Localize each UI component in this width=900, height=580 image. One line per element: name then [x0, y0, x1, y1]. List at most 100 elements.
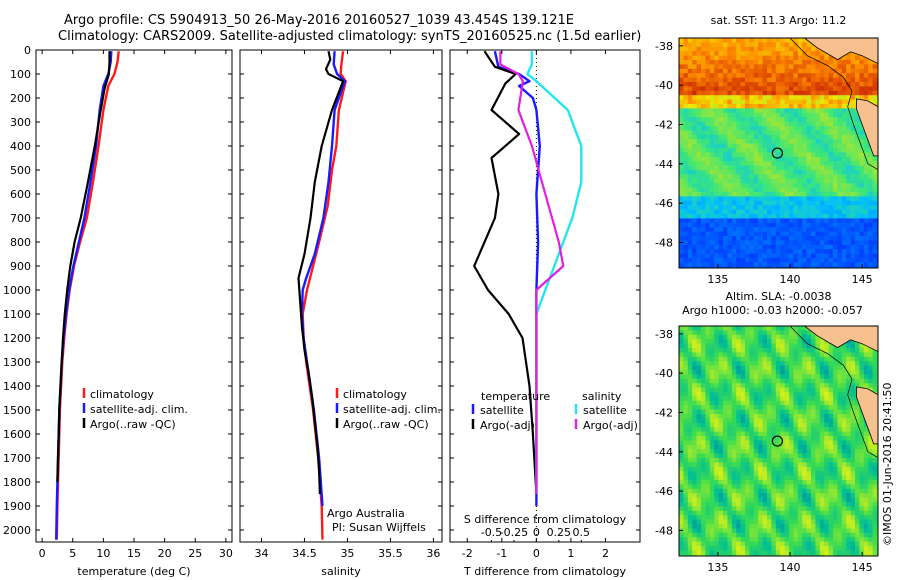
map-cell	[736, 458, 741, 463]
map-cell	[784, 73, 790, 78]
map-cell	[837, 519, 843, 525]
map-cell	[819, 365, 825, 371]
top-x-tick-label: 0	[533, 526, 540, 539]
map-cell	[758, 117, 763, 122]
map-cell	[793, 148, 799, 153]
map-cell	[767, 422, 772, 428]
map-cell	[793, 192, 799, 197]
map-cell	[815, 262, 821, 268]
map-cell	[868, 196, 873, 202]
map-cell	[714, 510, 719, 516]
map-cell	[872, 537, 878, 542]
map-cell	[802, 165, 807, 171]
map-cell	[863, 519, 869, 525]
map-cell	[868, 68, 873, 74]
map-cell	[745, 436, 750, 441]
map-cell	[749, 532, 755, 538]
map-cell	[806, 134, 812, 140]
map-cell	[683, 165, 689, 171]
map-cell	[723, 90, 728, 96]
map-cell	[740, 236, 746, 241]
map-cell	[824, 409, 829, 415]
map-cell	[705, 392, 711, 397]
map-cell	[841, 466, 847, 472]
map-cell	[819, 236, 825, 241]
map-cell	[850, 493, 856, 498]
map-cell	[824, 139, 829, 144]
map-cell	[749, 134, 755, 140]
map-cell	[819, 480, 825, 485]
map-cell	[683, 510, 689, 516]
map-cell	[753, 422, 759, 428]
map-cell	[806, 418, 812, 424]
map-cell	[714, 139, 719, 144]
map-cell	[692, 46, 697, 52]
map-cell	[767, 387, 772, 393]
map-cell	[731, 99, 737, 105]
map-cell	[841, 519, 847, 525]
map-cell	[789, 370, 794, 375]
map-cell	[745, 192, 750, 197]
map-cell	[784, 134, 790, 140]
map-cell	[731, 121, 737, 127]
map-cell	[740, 431, 746, 437]
map-cell	[863, 218, 869, 224]
map-cell	[767, 365, 772, 371]
map-cell	[855, 165, 860, 171]
map-cell	[841, 392, 847, 397]
map-cell	[683, 130, 689, 136]
map-cell	[841, 64, 847, 70]
map-cell	[863, 178, 869, 184]
map-cell	[745, 134, 750, 140]
map-cell	[692, 392, 697, 397]
map-cell	[828, 506, 834, 512]
map-cell	[709, 462, 715, 468]
map-cell	[718, 497, 724, 503]
map-cell	[771, 143, 777, 149]
map-cell	[705, 161, 711, 166]
map-cell	[859, 161, 865, 166]
map-cell	[775, 104, 781, 109]
map-cell	[709, 209, 715, 215]
map-cell	[793, 515, 799, 520]
map-cell	[714, 222, 719, 228]
map-cell	[811, 165, 816, 171]
map-cell	[793, 436, 799, 441]
map-cell	[731, 444, 737, 450]
map-cell	[762, 68, 768, 74]
map-cell	[718, 209, 724, 215]
legend-label: satellite-adj. clim.	[90, 403, 188, 416]
map-cell	[709, 471, 715, 476]
map-cell	[784, 361, 790, 366]
map-cell	[784, 458, 790, 463]
map-cell	[855, 249, 860, 254]
map-cell	[789, 440, 794, 446]
map-cell	[797, 396, 803, 402]
map-cell	[775, 453, 781, 459]
map-cell	[833, 475, 838, 481]
map-cell	[793, 339, 799, 344]
map-cell	[745, 374, 750, 380]
map-cell	[850, 405, 856, 410]
map-cell	[819, 222, 825, 228]
map-cell	[793, 356, 799, 362]
map-cell	[859, 502, 865, 507]
map-cell	[868, 227, 873, 232]
map-cell	[762, 82, 768, 87]
map-cell	[753, 488, 759, 494]
map-cell	[687, 68, 693, 74]
map-cell	[789, 458, 794, 463]
map-cell	[802, 222, 807, 228]
map-cell	[819, 86, 825, 92]
map-cell	[767, 156, 772, 162]
map-cell	[824, 506, 829, 512]
map-cell	[687, 108, 693, 114]
map-cell	[837, 126, 843, 131]
map-cell	[709, 51, 715, 56]
map-cell	[727, 493, 733, 498]
map-cell	[767, 214, 772, 219]
y-tick-label: 200	[10, 92, 31, 105]
map-cell	[714, 449, 719, 454]
map-cell	[780, 68, 785, 74]
map-cell	[745, 488, 750, 494]
